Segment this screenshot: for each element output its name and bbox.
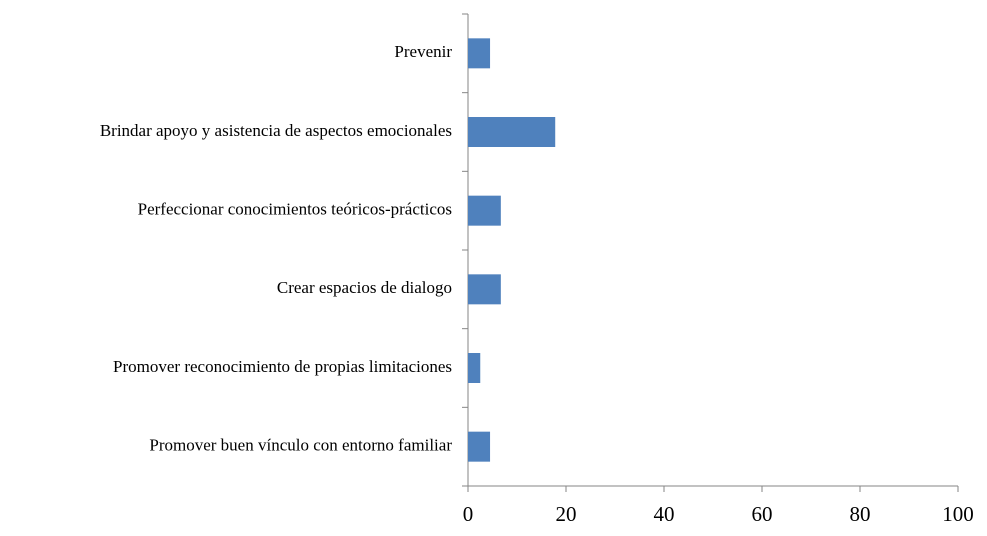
y-tick-label: Crear espacios de dialogo: [277, 278, 452, 297]
x-tick-label: 80: [850, 502, 871, 526]
bar: [468, 274, 501, 305]
y-tick-label: Promover buen vínculo con entorno famili…: [149, 436, 452, 455]
y-tick-label: Promover reconocimiento de propias limit…: [113, 357, 452, 376]
y-tick-label: Brindar apoyo y asistencia de aspectos e…: [100, 121, 452, 140]
bar: [468, 353, 481, 383]
bar: [468, 38, 491, 69]
x-tick-label: 40: [654, 502, 675, 526]
y-tick-label: Prevenir: [394, 42, 452, 61]
y-tick-label: Perfeccionar conocimientos teóricos-prác…: [138, 200, 452, 219]
bar: [468, 195, 501, 226]
x-tick-label: 0: [463, 502, 474, 526]
x-tick-label: 20: [556, 502, 577, 526]
x-tick-label: 60: [752, 502, 773, 526]
bar: [468, 117, 556, 147]
x-tick-label: 100: [942, 502, 974, 526]
bar: [468, 431, 491, 462]
